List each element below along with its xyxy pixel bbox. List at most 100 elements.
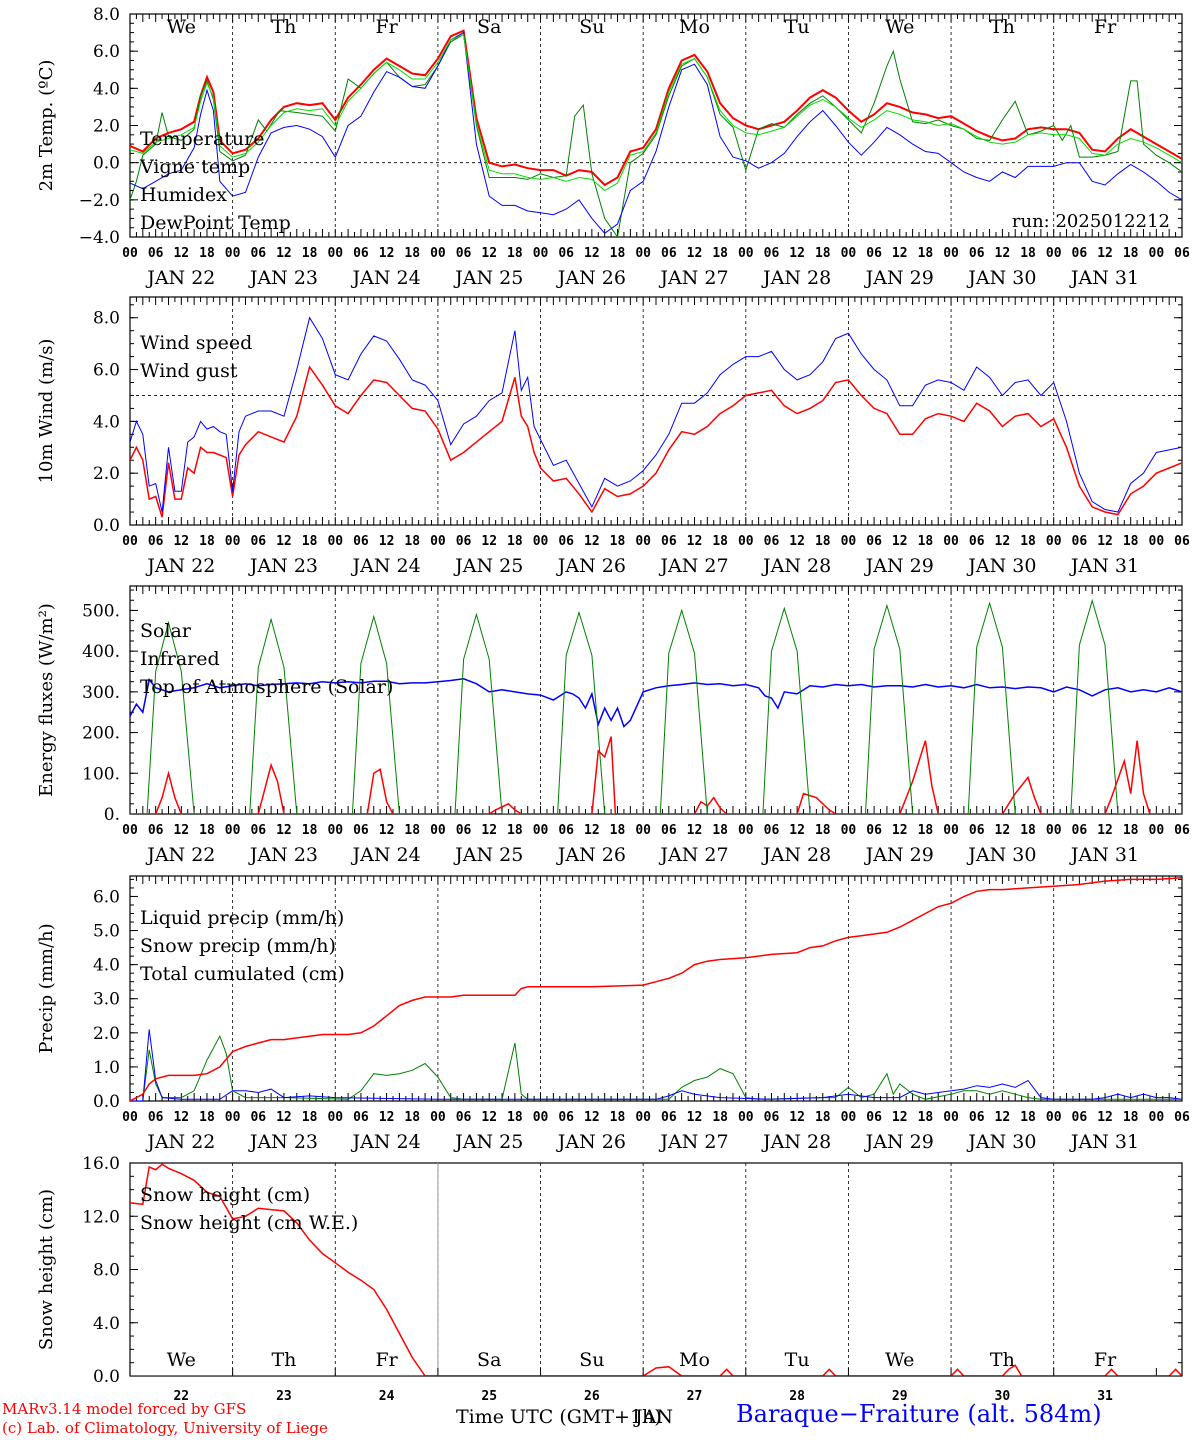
- x-hour-label: 18: [918, 823, 934, 838]
- legend-entry: Solar: [140, 620, 192, 642]
- x-day-number: 27: [687, 1389, 703, 1404]
- x-hour-label: 00: [225, 1110, 241, 1125]
- x-hour-label: 12: [995, 246, 1011, 261]
- x-hour-label: 12: [1097, 534, 1113, 549]
- x-hour-label: 06: [661, 246, 677, 261]
- x-hour-label: 00: [327, 534, 343, 549]
- x-hour-label: 12: [276, 534, 292, 549]
- x-hour-label: 00: [1046, 246, 1062, 261]
- x-hour-label: 18: [1123, 1110, 1139, 1125]
- x-date-label: JAN 27: [658, 267, 728, 289]
- x-hour-label: 12: [892, 534, 908, 549]
- x-hour-label: 18: [404, 534, 420, 549]
- x-hour-label: 00: [225, 534, 241, 549]
- x-date-label: JAN 24: [350, 555, 420, 577]
- x-hour-label: 06: [558, 1110, 574, 1125]
- weekday-label: Th: [271, 1349, 296, 1371]
- y-tick-label: 0.0: [93, 1367, 120, 1387]
- x-date-label: JAN 26: [556, 267, 626, 289]
- y-tick-label: 100.: [82, 764, 120, 784]
- x-hour-label: 00: [533, 823, 549, 838]
- weekday-label: Mo: [679, 16, 710, 38]
- x-hour-label: 12: [789, 534, 805, 549]
- x-hour-label: 06: [148, 1110, 164, 1125]
- x-hour-label: 00: [430, 246, 446, 261]
- legend-entry: Vigne temp: [139, 156, 250, 178]
- x-hour-label: 06: [1072, 823, 1088, 838]
- weekday-label: Fr: [1094, 1349, 1117, 1371]
- x-date-label: JAN 23: [248, 844, 318, 866]
- x-hour-label: 18: [610, 823, 626, 838]
- weekday-label: Su: [579, 16, 604, 38]
- x-date-label: JAN 31: [1069, 555, 1139, 577]
- x-hour-label: 18: [507, 1110, 523, 1125]
- x-hour-label: 12: [379, 246, 395, 261]
- x-hour-label: 12: [276, 1110, 292, 1125]
- x-hour-label: 00: [122, 534, 138, 549]
- x-date-label: JAN 29: [864, 555, 934, 577]
- x-hour-label: 06: [558, 246, 574, 261]
- x-hour-label: 00: [1149, 246, 1165, 261]
- x-hour-label: 00: [943, 1110, 959, 1125]
- x-hour-label: 18: [1020, 1110, 1036, 1125]
- x-hour-label: 18: [302, 823, 318, 838]
- x-date-label: JAN 31: [1069, 267, 1139, 289]
- weekday-label: We: [885, 1349, 914, 1371]
- weekday-label: Mo: [679, 1349, 710, 1371]
- x-hour-label: 18: [199, 534, 215, 549]
- x-hour-label: 06: [250, 246, 266, 261]
- x-date-label: JAN 29: [864, 1131, 934, 1153]
- x-hour-label: 06: [353, 246, 369, 261]
- run-annotation: run: 2025012212: [1012, 211, 1170, 232]
- x-hour-label: 06: [1072, 534, 1088, 549]
- y-axis-label: 2m Temp. (ºC): [36, 60, 57, 192]
- series-line-snow-precip-mm-h-: [130, 1029, 1182, 1101]
- x-date-label: JAN 23: [248, 267, 318, 289]
- legend-entry: Top of Atmosphere (Solar): [140, 676, 393, 698]
- x-day-number: 29: [892, 1389, 908, 1404]
- x-hour-label: 18: [404, 823, 420, 838]
- credit-model: MARv3.14 model forced by GFS: [2, 1400, 247, 1418]
- x-hour-label: 00: [533, 534, 549, 549]
- x-hour-label: 06: [353, 823, 369, 838]
- weekday-label: Sa: [477, 16, 501, 38]
- x-hour-label: 06: [866, 823, 882, 838]
- x-date-label: JAN 22: [145, 267, 215, 289]
- weekday-label: Th: [271, 16, 296, 38]
- x-day-number: 24: [379, 1389, 395, 1404]
- series-line-vigne-temp: [130, 33, 1182, 237]
- x-hour-label: 12: [173, 246, 189, 261]
- x-axis-overlap-label: JAN: [635, 1406, 673, 1428]
- x-hour-label: 12: [173, 1110, 189, 1125]
- y-tick-label: 2.0: [93, 1024, 120, 1044]
- x-hour-label: 18: [507, 823, 523, 838]
- x-hour-label: 18: [610, 1110, 626, 1125]
- x-axis-title: Time UTC (GMT+1h): [456, 1406, 662, 1428]
- x-hour-label: 12: [379, 823, 395, 838]
- plot-frame: [129, 585, 1183, 815]
- x-hour-label: 12: [1097, 1110, 1113, 1125]
- x-hour-label: 06: [353, 534, 369, 549]
- y-tick-label: 4.0: [93, 412, 120, 432]
- x-hour-label: 12: [481, 823, 497, 838]
- x-hour-label: 12: [789, 1110, 805, 1125]
- x-date-label: JAN 31: [1069, 844, 1139, 866]
- series-line-dewpoint-temp: [130, 33, 1182, 192]
- y-tick-label: 0.0: [93, 516, 120, 536]
- x-day-number: 30: [995, 1389, 1011, 1404]
- legend-entry: Wind gust: [140, 360, 238, 382]
- x-hour-label: 12: [995, 534, 1011, 549]
- series-line-infrared: [130, 677, 1182, 728]
- chart-panel-2: 0.0 2.0 4.0 6.0 8.0 10m Wind (m/s) 00 06 12 18 00 0…: [36, 296, 1190, 577]
- weekday-label: Sa: [477, 1349, 501, 1371]
- x-hour-label: 18: [1123, 246, 1139, 261]
- chart-panel-5: 0.0 4.0 8.0 12.0 16.0 Snow height (cm) 22 23 24 2…: [36, 1154, 1183, 1404]
- x-hour-label: 18: [302, 246, 318, 261]
- x-hour-label: 12: [687, 534, 703, 549]
- x-hour-label: 12: [995, 823, 1011, 838]
- x-hour-label: 06: [353, 1110, 369, 1125]
- series-line-wind-speed: [130, 365, 1182, 518]
- x-hour-label: 12: [173, 534, 189, 549]
- legend-entry: Humidex: [140, 184, 227, 206]
- x-day-number: 25: [481, 1389, 497, 1404]
